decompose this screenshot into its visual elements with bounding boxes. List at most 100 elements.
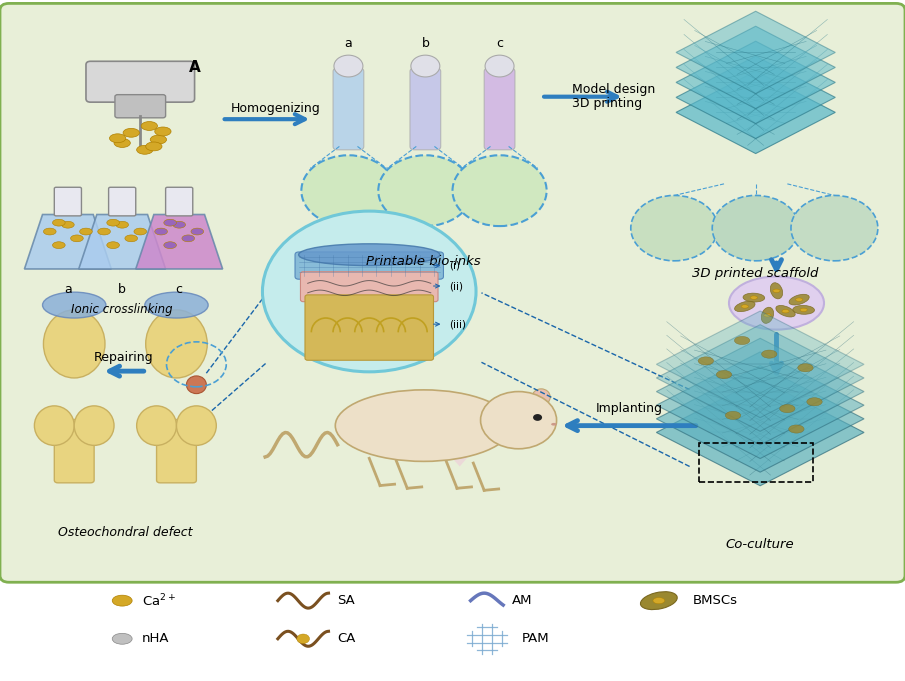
Text: a: a [345, 37, 352, 50]
FancyBboxPatch shape [410, 68, 441, 150]
FancyBboxPatch shape [86, 61, 195, 102]
Ellipse shape [43, 310, 105, 378]
Ellipse shape [52, 242, 65, 249]
Circle shape [301, 155, 395, 226]
Text: (i): (i) [449, 261, 460, 270]
Circle shape [712, 195, 799, 261]
Ellipse shape [173, 221, 186, 228]
Circle shape [485, 55, 514, 77]
Text: Co-culture: Co-culture [726, 538, 795, 551]
FancyBboxPatch shape [115, 95, 166, 118]
Ellipse shape [782, 309, 789, 313]
Text: Ionic crosslinking: Ionic crosslinking [71, 303, 173, 316]
FancyBboxPatch shape [484, 68, 515, 150]
Text: SA: SA [338, 594, 356, 607]
Ellipse shape [806, 398, 822, 406]
Text: BMSCs: BMSCs [693, 594, 738, 607]
Circle shape [533, 414, 542, 421]
Circle shape [631, 195, 718, 261]
FancyBboxPatch shape [0, 3, 905, 582]
Text: Homogenizing: Homogenizing [231, 102, 321, 116]
Text: b: b [119, 283, 126, 296]
Polygon shape [136, 215, 223, 269]
Circle shape [481, 392, 557, 449]
Ellipse shape [52, 219, 65, 226]
Ellipse shape [788, 425, 804, 433]
Ellipse shape [137, 145, 153, 155]
Text: AM: AM [512, 594, 533, 607]
Ellipse shape [793, 305, 814, 315]
Circle shape [297, 634, 310, 644]
Ellipse shape [798, 364, 814, 372]
Ellipse shape [98, 228, 110, 235]
Ellipse shape [62, 221, 74, 228]
Ellipse shape [112, 595, 132, 606]
Ellipse shape [137, 406, 176, 445]
Ellipse shape [532, 389, 550, 405]
Text: PAM: PAM [521, 632, 549, 646]
Ellipse shape [43, 292, 106, 318]
Polygon shape [656, 338, 864, 445]
Ellipse shape [764, 313, 771, 317]
Text: a: a [64, 283, 71, 296]
FancyBboxPatch shape [54, 187, 81, 216]
FancyBboxPatch shape [305, 295, 433, 360]
FancyBboxPatch shape [333, 68, 364, 150]
Ellipse shape [107, 242, 119, 249]
Text: nHA: nHA [142, 632, 169, 646]
Ellipse shape [74, 406, 114, 445]
Polygon shape [410, 409, 510, 466]
Ellipse shape [698, 357, 713, 365]
Text: 3D printing: 3D printing [572, 97, 642, 110]
Circle shape [452, 155, 547, 226]
Ellipse shape [107, 219, 119, 226]
Ellipse shape [114, 139, 130, 148]
Ellipse shape [71, 235, 83, 242]
Ellipse shape [729, 276, 824, 330]
Ellipse shape [795, 298, 803, 301]
FancyBboxPatch shape [109, 187, 136, 216]
Polygon shape [656, 379, 864, 486]
Ellipse shape [150, 135, 167, 144]
Ellipse shape [34, 406, 74, 445]
Ellipse shape [164, 219, 176, 226]
Ellipse shape [743, 293, 765, 302]
Polygon shape [676, 26, 835, 109]
Ellipse shape [551, 423, 557, 426]
Ellipse shape [762, 350, 776, 358]
Polygon shape [656, 311, 864, 417]
Ellipse shape [146, 142, 162, 151]
Ellipse shape [773, 289, 780, 293]
Polygon shape [676, 12, 835, 94]
Ellipse shape [800, 308, 807, 311]
Polygon shape [656, 325, 864, 431]
Ellipse shape [116, 221, 129, 228]
Polygon shape [24, 215, 111, 269]
Ellipse shape [336, 390, 512, 462]
Ellipse shape [141, 121, 157, 131]
Ellipse shape [164, 242, 176, 249]
Text: CA: CA [338, 632, 356, 646]
Circle shape [378, 155, 472, 226]
Ellipse shape [110, 134, 126, 143]
Text: Implanting: Implanting [595, 402, 662, 415]
Ellipse shape [780, 405, 795, 413]
Ellipse shape [176, 406, 216, 445]
Polygon shape [676, 42, 835, 124]
Polygon shape [676, 57, 835, 139]
Ellipse shape [741, 305, 748, 308]
Ellipse shape [191, 228, 204, 235]
Ellipse shape [424, 413, 462, 449]
FancyBboxPatch shape [295, 252, 443, 279]
Ellipse shape [776, 306, 795, 317]
Text: A: A [189, 60, 200, 75]
Ellipse shape [735, 301, 755, 312]
Text: (ii): (ii) [449, 281, 462, 291]
Ellipse shape [186, 376, 206, 394]
Text: Ca$^{2+}$: Ca$^{2+}$ [142, 592, 176, 609]
FancyBboxPatch shape [300, 272, 438, 302]
Text: 3D printed scaffold: 3D printed scaffold [692, 267, 819, 280]
Ellipse shape [653, 598, 664, 604]
Ellipse shape [112, 633, 132, 644]
Ellipse shape [182, 235, 195, 242]
